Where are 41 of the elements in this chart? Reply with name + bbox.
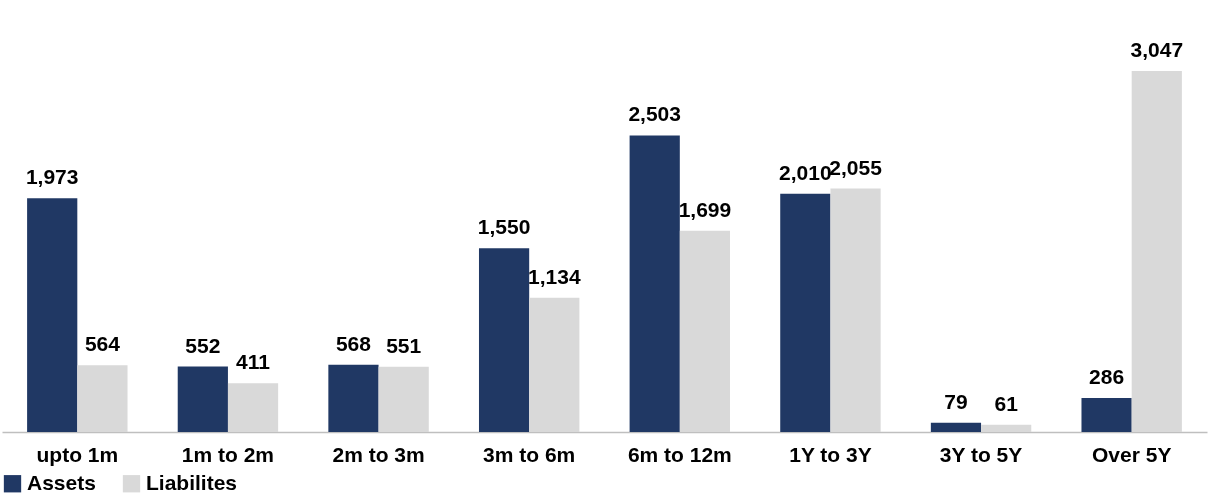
bar — [378, 366, 429, 432]
bar — [27, 198, 78, 432]
legend-label: Assets — [27, 470, 96, 494]
data-label: 411 — [236, 350, 271, 374]
data-label: 1,699 — [678, 197, 732, 221]
x-tick-label: 3m to 6m — [483, 442, 576, 466]
x-tick-label: 1Y to 3Y — [789, 442, 872, 466]
bar — [227, 383, 279, 432]
data-label: 564 — [84, 332, 121, 356]
data-label: 2,055 — [829, 155, 883, 179]
data-label: 1,550 — [477, 215, 531, 239]
bar — [780, 193, 831, 432]
data-label: 2,503 — [628, 102, 681, 126]
bar — [1081, 398, 1132, 432]
data-label: 568 — [335, 331, 372, 355]
bar — [981, 424, 1032, 432]
data-label: 1,134 — [528, 264, 581, 288]
data-label: 79 — [944, 389, 968, 413]
x-tick-label: 2m to 3m — [332, 442, 425, 466]
bar — [77, 365, 128, 432]
data-label: 1,973 — [25, 165, 79, 189]
bar — [830, 188, 881, 432]
bar — [529, 297, 580, 432]
data-label: 551 — [386, 333, 422, 357]
data-label: 3,047 — [1130, 38, 1184, 61]
x-tick-label: upto 1m — [36, 442, 119, 466]
bar — [177, 366, 228, 432]
bar — [1131, 71, 1182, 432]
bar — [478, 248, 530, 432]
x-tick-label: 6m to 12m — [627, 442, 732, 466]
bar — [328, 364, 379, 432]
data-label: 286 — [1089, 365, 1125, 389]
x-tick-label: 1m to 2m — [181, 442, 275, 466]
bar — [629, 135, 680, 432]
x-tick-label: Over 5Y — [1091, 442, 1172, 466]
data-label: 61 — [994, 391, 1019, 415]
x-tick-label: 3Y to 5Y — [939, 442, 1023, 466]
legend-label: Liabilites — [146, 470, 238, 494]
bar — [679, 230, 731, 432]
bar — [930, 422, 982, 432]
data-label: 552 — [185, 333, 221, 357]
